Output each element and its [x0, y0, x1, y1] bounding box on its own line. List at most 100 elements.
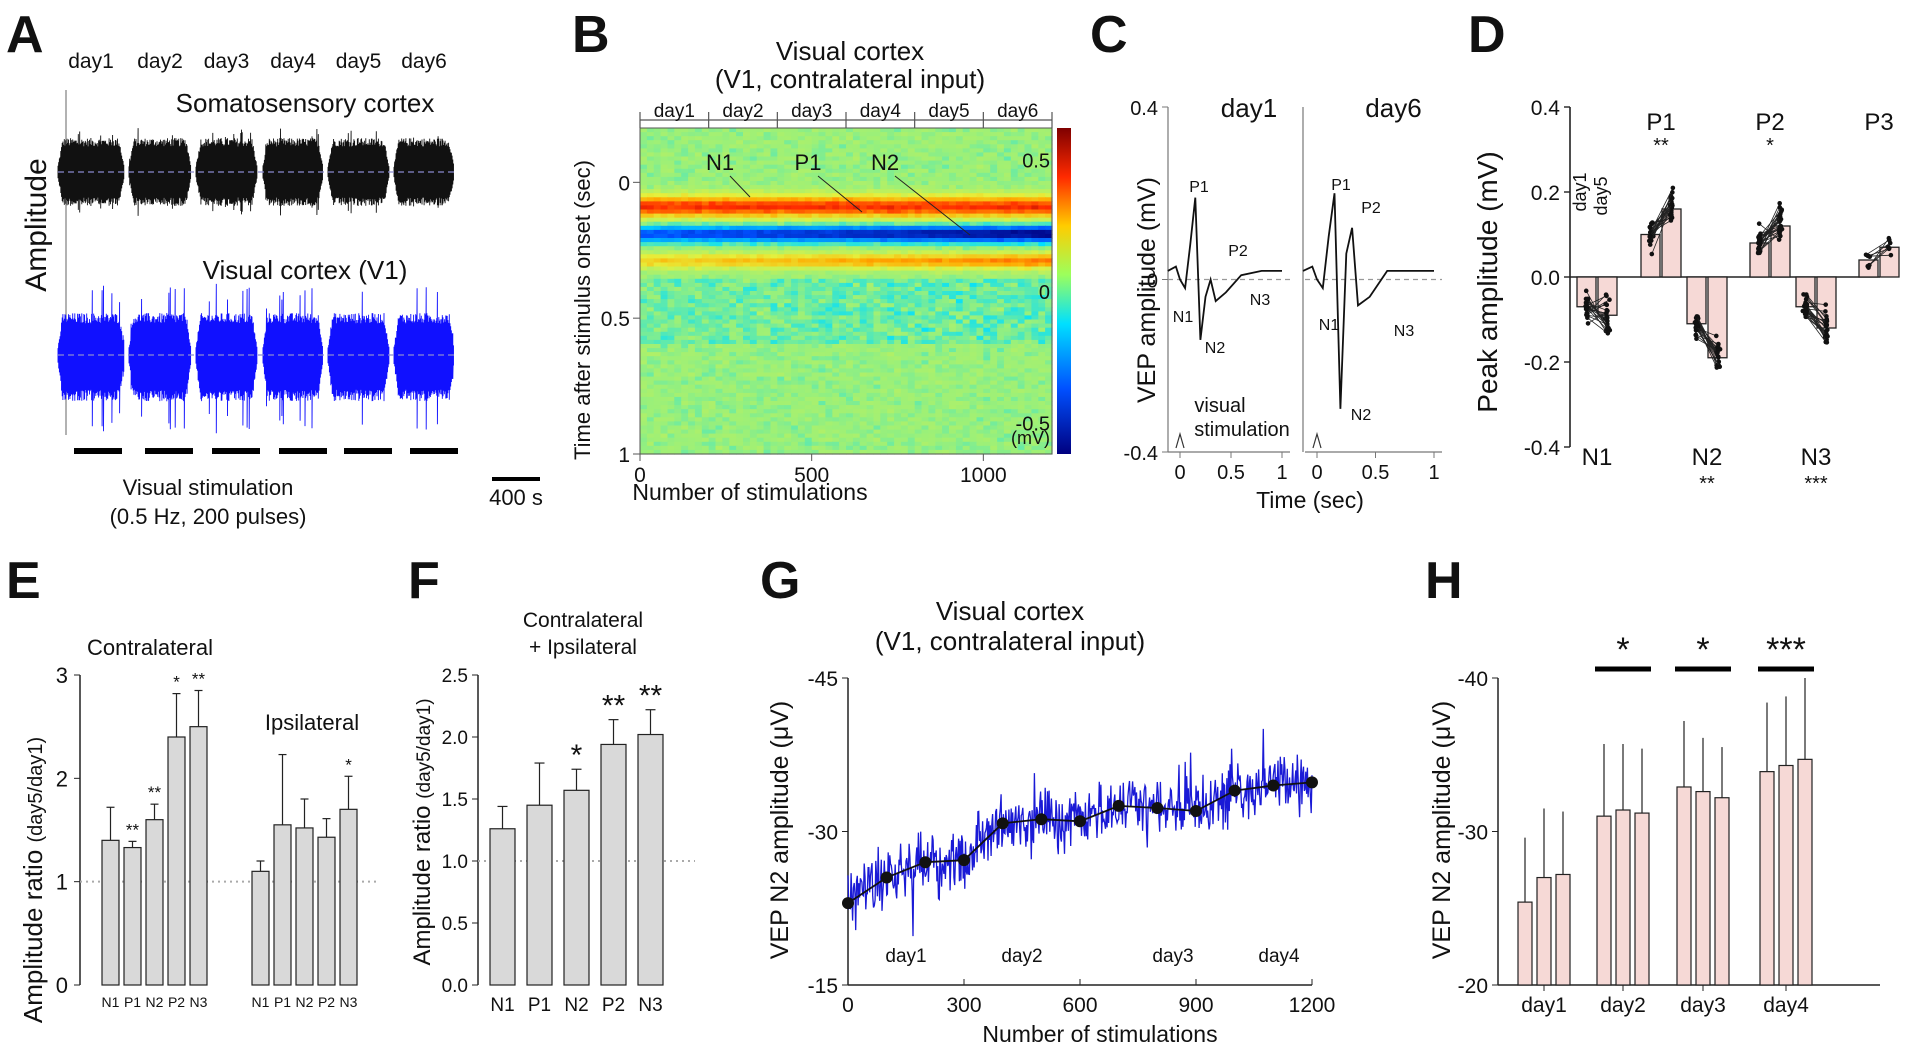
- b-heatmap-cell: [1031, 388, 1039, 394]
- b-heatmap-cell: [873, 270, 881, 276]
- b-heatmap-cell: [708, 262, 717, 268]
- b-heatmap-cell: [866, 437, 875, 443]
- b-heatmap-cell: [1038, 376, 1046, 382]
- b-heatmap-cell: [1031, 392, 1039, 398]
- b-heatmap-cell: [1010, 209, 1019, 215]
- b-heatmap-cell: [873, 307, 881, 312]
- b-heatmap-cell: [942, 392, 950, 398]
- b-heatmap-cell: [907, 339, 916, 345]
- b-day-label-day2: day2: [722, 101, 763, 122]
- b-heatmap-cell: [866, 417, 875, 422]
- b-heatmap-cell: [900, 286, 909, 292]
- b-heatmap-cell: [791, 242, 799, 247]
- b-heatmap-cell: [777, 238, 785, 243]
- b-heatmap-cell: [942, 417, 950, 422]
- b-colorbar-tick-label: -0.5: [1016, 413, 1050, 435]
- b-heatmap-cell: [701, 148, 710, 154]
- b-heatmap-cell: [770, 189, 778, 194]
- b-heatmap-cell: [907, 266, 916, 272]
- b-heatmap-cell: [949, 433, 957, 439]
- b-heatmap-cell: [749, 368, 758, 374]
- b-heatmap-cell: [640, 356, 648, 361]
- b-day-label-day4: day4: [860, 101, 902, 122]
- b-heatmap-cell: [1003, 238, 1012, 243]
- b-heatmap-cell: [784, 217, 792, 223]
- b-heatmap-cell: [818, 278, 826, 284]
- b-heatmap-cell: [914, 384, 923, 390]
- b-heatmap-cell: [935, 339, 943, 345]
- b-heatmap-cell: [736, 246, 744, 251]
- b-heatmap-cell: [990, 181, 998, 186]
- b-heatmap-cell: [667, 352, 675, 357]
- b-heatmap-cell: [832, 291, 840, 296]
- b-heatmap-cell: [969, 307, 978, 312]
- b-heatmap-cell: [852, 225, 861, 231]
- b-heatmap-cell: [955, 323, 964, 329]
- b-heatmap-cell: [921, 140, 929, 145]
- b-heatmap-cell: [777, 425, 785, 431]
- b-heatmap-cell: [846, 356, 854, 361]
- b-heatmap-cell: [688, 213, 696, 219]
- b-heatmap-cell: [749, 380, 758, 386]
- b-heatmap-cell: [914, 315, 923, 321]
- b-heatmap-cell: [729, 274, 737, 280]
- b-heatmap-cell: [777, 140, 785, 145]
- b-heatmap-cell: [1017, 209, 1026, 215]
- b-heatmap-cell: [688, 441, 696, 447]
- b-heatmap-cell: [749, 295, 758, 300]
- b-heatmap-cell: [976, 311, 984, 317]
- b-heatmap-cell: [688, 315, 696, 321]
- b-heatmap-cell: [736, 164, 744, 170]
- b-heatmap-cell: [873, 172, 881, 178]
- b-heatmap-cell: [811, 205, 820, 211]
- b-heatmap-cell: [1038, 185, 1046, 190]
- b-heatmap-cell: [694, 181, 703, 186]
- b-heatmap-cell: [962, 238, 971, 243]
- b-heatmap-cell: [818, 372, 826, 378]
- b-heatmap-cell: [653, 295, 662, 300]
- b-heatmap-cell: [681, 409, 689, 414]
- b-heatmap-cell: [976, 201, 984, 207]
- b-heatmap-cell: [1010, 319, 1019, 325]
- b-heatmap-cell: [962, 254, 971, 259]
- b-heatmap-cell: [770, 229, 778, 235]
- b-heatmap-cell: [646, 311, 655, 317]
- b-heatmap-cell: [791, 250, 799, 255]
- b-heatmap-cell: [722, 413, 730, 418]
- b-heatmap-cell: [722, 238, 730, 243]
- b-heatmap-cell: [770, 221, 778, 227]
- b-heatmap-cell: [791, 274, 799, 280]
- b-heatmap-cell: [763, 388, 772, 394]
- b-heatmap-cell: [832, 356, 840, 361]
- b-heatmap-cell: [949, 307, 957, 312]
- b-heatmap-cell: [743, 176, 751, 182]
- b-heatmap-cell: [1010, 221, 1019, 227]
- b-heatmap-cell: [667, 176, 675, 182]
- b-heatmap-cell: [770, 401, 778, 406]
- b-heatmap-cell: [900, 176, 909, 182]
- b-heatmap-cell: [846, 364, 854, 370]
- b-heatmap-cell: [674, 396, 682, 402]
- b-heatmap-cell: [935, 364, 943, 370]
- b-heatmap-cell: [763, 315, 772, 321]
- b-heatmap-cell: [763, 405, 772, 410]
- b-heatmap-cell: [921, 348, 929, 353]
- b-heatmap-cell: [997, 258, 1005, 264]
- b-heatmap-cell: [825, 344, 833, 349]
- b-heatmap-cell: [894, 274, 902, 280]
- b-heatmap-cell: [736, 299, 744, 304]
- b-heatmap-cell: [653, 258, 662, 264]
- b-heatmap-cell: [900, 433, 909, 439]
- b-heatmap-cell: [949, 441, 957, 447]
- b-heatmap-cell: [955, 132, 964, 137]
- b-heatmap-cell: [667, 348, 675, 353]
- b-heatmap-cell: [969, 291, 978, 296]
- b-heatmap-cell: [880, 303, 888, 308]
- b-heatmap-cell: [722, 229, 730, 235]
- b-heatmap-cell: [894, 140, 902, 145]
- b-heatmap-cell: [894, 352, 902, 357]
- b-heatmap-cell: [777, 433, 785, 439]
- b-heatmap-cell: [866, 441, 875, 447]
- b-heatmap-cell: [674, 417, 682, 422]
- b-heatmap-cell: [784, 286, 792, 292]
